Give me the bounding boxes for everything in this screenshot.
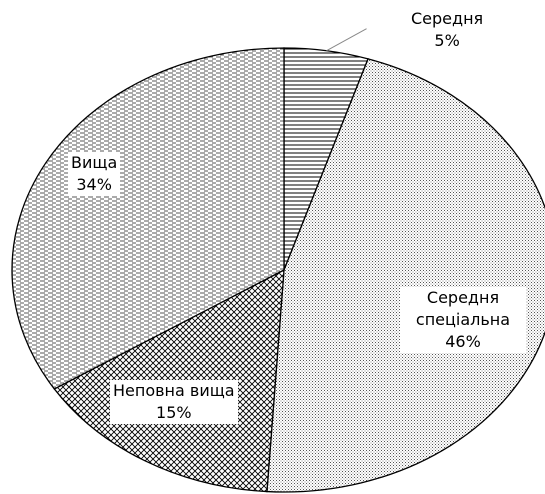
category-label: Неповна вища: [113, 381, 235, 400]
value-label: 34%: [76, 175, 112, 194]
pie-slice: [11, 47, 285, 390]
value-label: 5%: [434, 31, 460, 50]
slice-label: Середня 5%: [408, 8, 487, 52]
category-label: Вища: [71, 153, 118, 172]
category-label: Середня спеціальна: [415, 288, 511, 329]
leader-line: [326, 28, 367, 52]
slice-label: Неповна вища 15%: [110, 380, 238, 424]
slice-label: Середня спеціальна 46%: [400, 287, 526, 353]
slice-label: Вища 34%: [68, 152, 121, 196]
value-label: 15%: [156, 403, 192, 422]
value-label: 46%: [445, 332, 481, 351]
pie-slice: [266, 58, 545, 493]
category-label: Середня: [411, 9, 484, 28]
